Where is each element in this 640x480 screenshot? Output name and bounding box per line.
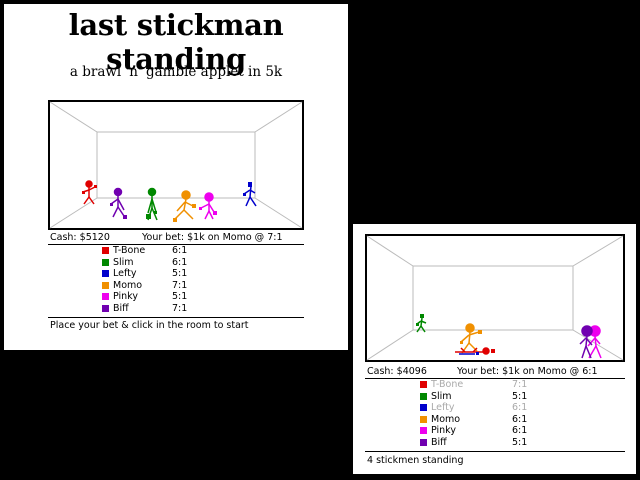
stickman-biff [579, 325, 593, 359]
fighter-odds: 5:1 [512, 390, 528, 402]
fighter-row[interactable]: Pinky 5:1 [102, 291, 262, 303]
stickman-slim [416, 314, 427, 333]
stickman-momo [460, 323, 482, 354]
status-message: Place your bet & click in the room to st… [50, 320, 249, 331]
cash-display: Cash: $5120 [50, 232, 110, 243]
fighter-row[interactable]: Lefty 6:1 [420, 402, 600, 414]
fighter-name: Biff [431, 436, 447, 448]
status-message: 4 stickmen standing [367, 455, 464, 466]
divider [48, 317, 304, 318]
fighter-row[interactable]: Momo 7:1 [102, 280, 262, 292]
fighter-row[interactable]: Biff 5:1 [420, 437, 600, 449]
fighter-name: T-Bone [113, 245, 146, 256]
fighter-odds: 6:1 [512, 402, 528, 413]
fighter-color-swatch [420, 392, 427, 400]
fighter-odds: 5:1 [172, 268, 188, 279]
fighter-odds: 7:1 [172, 302, 188, 314]
cash-display: Cash: $4096 [367, 366, 427, 377]
fighter-color-swatch [102, 293, 109, 300]
fighter-color-swatch [420, 415, 427, 423]
fighter-color-swatch [102, 270, 109, 277]
fighter-row[interactable]: Biff 7:1 [102, 303, 262, 315]
fight-room[interactable] [365, 234, 625, 362]
fighter-name: Lefty [431, 402, 455, 413]
game-panel-start: last stickman standing a brawl 'n' gambl… [4, 4, 348, 350]
fighter-odds: 5:1 [172, 291, 188, 302]
fighter-row[interactable]: Lefty 5:1 [102, 268, 262, 280]
fighter-row[interactable]: T-Bone 6:1 [102, 245, 262, 257]
fighter-name: Lefty [113, 268, 137, 279]
fighter-odds: 6:1 [512, 413, 528, 425]
fighter-odds: 5:1 [512, 436, 528, 448]
bet-display: Your bet: $1k on Momo @ 6:1 [457, 366, 598, 377]
fighter-row[interactable]: Momo 6:1 [420, 414, 600, 426]
fighter-name: Momo [113, 279, 143, 291]
fighter-color-swatch [420, 438, 427, 446]
fighter-color-swatch [102, 281, 109, 289]
fighter-list: T-Bone 6:1 Slim 6:1 Lefty 5:1 Momo 7:1 Pinky 5:1 B… [102, 245, 262, 314]
room-canvas[interactable] [48, 100, 304, 230]
fighter-name: Biff [113, 302, 129, 314]
divider [365, 451, 625, 452]
fight-room[interactable] [48, 100, 304, 230]
fighter-row[interactable]: Slim 6:1 [102, 257, 262, 269]
fighter-name: Momo [431, 413, 461, 425]
fighter-name: Slim [113, 256, 134, 268]
bet-display: Your bet: $1k on Momo @ 7:1 [142, 232, 283, 243]
stickman-biff [110, 187, 127, 219]
fighter-color-swatch [102, 258, 109, 266]
fighter-list: T-Bone 7:1 Slim 5:1 Lefty 6:1 Momo 6:1 Pinky 6:1 B… [420, 379, 600, 448]
stickman-lefty [459, 352, 479, 355]
stickman-pinky [199, 192, 217, 220]
fighter-odds: 6:1 [172, 245, 188, 256]
fighter-row[interactable]: Pinky 6:1 [420, 425, 600, 437]
fighter-color-swatch [420, 427, 427, 434]
stickman-momo [173, 190, 196, 222]
game-subtitle: a brawl 'n' gamble applet in 5k [69, 64, 283, 80]
divider [365, 378, 625, 379]
fighter-name: Pinky [113, 291, 138, 302]
fighter-color-swatch [420, 381, 427, 388]
fighter-odds: 6:1 [172, 256, 188, 268]
fighter-color-swatch [102, 304, 109, 312]
fighter-odds: 7:1 [172, 279, 188, 291]
stickman-tbone [82, 180, 97, 205]
game-panel-fight: Cash: $4096 Your bet: $1k on Momo @ 6:1 … [353, 224, 636, 474]
room-canvas[interactable] [365, 234, 625, 362]
fighter-color-swatch [102, 247, 109, 254]
fighter-name: Pinky [431, 425, 456, 436]
divider [48, 244, 304, 245]
fighter-name: T-Bone [431, 379, 464, 390]
fighter-odds: 7:1 [512, 379, 528, 390]
game-title: last stickman standing [68, 8, 284, 76]
fighter-row[interactable]: T-Bone 7:1 [420, 379, 600, 391]
fighter-row[interactable]: Slim 5:1 [420, 391, 600, 403]
fighter-odds: 6:1 [512, 425, 528, 436]
fighter-name: Slim [431, 390, 452, 402]
stickman-slim [146, 187, 158, 221]
stickman-lefty [243, 182, 257, 207]
fighter-color-swatch [420, 404, 427, 411]
